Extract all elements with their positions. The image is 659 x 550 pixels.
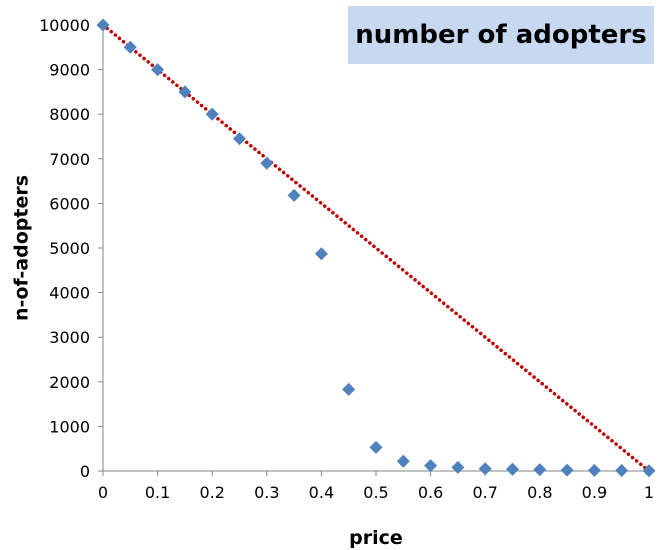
data-point xyxy=(287,188,301,202)
y-tick-label: 10000 xyxy=(39,16,90,35)
data-point xyxy=(151,63,165,77)
x-axis-title: price xyxy=(349,527,403,549)
x-tick-label: 0.2 xyxy=(199,483,224,502)
x-tick-label: 0.9 xyxy=(582,483,607,502)
data-point xyxy=(205,107,219,121)
y-tick-label: 8000 xyxy=(49,105,90,124)
data-point xyxy=(506,462,519,476)
data-point xyxy=(615,464,629,478)
y-tick-label: 4000 xyxy=(49,284,90,303)
data-point xyxy=(424,459,438,473)
y-tick-label: 0 xyxy=(80,462,90,481)
data-point xyxy=(396,454,410,468)
data-point xyxy=(178,85,192,99)
y-tick-label: 5000 xyxy=(49,239,90,258)
x-tick-label: 0.8 xyxy=(527,483,552,502)
y-tick-label: 1000 xyxy=(49,417,90,436)
data-point xyxy=(96,18,110,32)
chart-title: number of adopters xyxy=(355,20,647,50)
data-point xyxy=(342,382,356,396)
y-tick-label: 6000 xyxy=(49,194,90,213)
x-tick-label: 0.7 xyxy=(472,483,497,502)
x-tick-label: 0.3 xyxy=(254,483,279,502)
data-point xyxy=(123,40,137,54)
x-tick-label: 0.4 xyxy=(309,483,334,502)
data-point xyxy=(451,460,465,474)
data-point xyxy=(478,462,492,476)
y-tick-label: 3000 xyxy=(49,328,90,347)
data-point xyxy=(560,463,574,477)
data-point xyxy=(587,463,601,477)
data-point xyxy=(314,247,328,261)
data-point xyxy=(260,156,274,170)
data-point xyxy=(233,132,246,146)
y-tick-label: 7000 xyxy=(49,150,90,169)
x-tick-label: 0.6 xyxy=(418,483,443,502)
data-point xyxy=(642,464,656,478)
x-tick-label: 0.5 xyxy=(363,483,388,502)
x-tick-label: 0.1 xyxy=(145,483,170,502)
data-point xyxy=(533,463,547,477)
y-tick-label: 9000 xyxy=(49,61,90,80)
x-tick-label: 0 xyxy=(98,483,108,502)
data-point xyxy=(369,440,383,454)
trend-line xyxy=(101,23,651,473)
x-tick-label: 1 xyxy=(644,483,654,502)
y-tick-label: 2000 xyxy=(49,373,90,392)
y-axis-title: n-of-adopters xyxy=(11,175,33,321)
chart-title-box: number of adopters xyxy=(348,6,654,64)
